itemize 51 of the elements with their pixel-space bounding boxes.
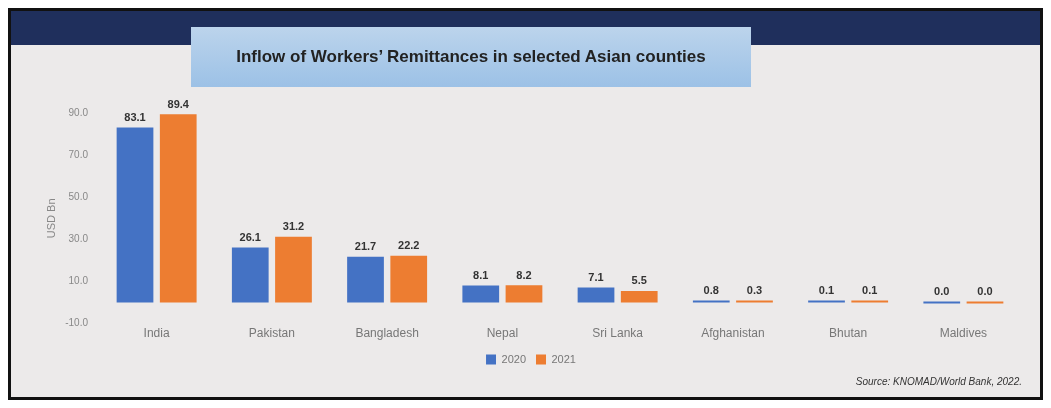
data-label: 0.1 (862, 284, 878, 297)
y-tick-label: 10.0 (68, 275, 89, 287)
data-label: 83.1 (124, 111, 146, 124)
data-label: 8.1 (473, 269, 489, 282)
data-label: 5.5 (631, 274, 647, 287)
x-tick-label: Bangladesh (355, 326, 419, 341)
data-label: 0.0 (934, 285, 950, 298)
data-label: 89.4 (167, 97, 190, 110)
legend-label: 2020 (501, 352, 527, 365)
bar (966, 301, 1004, 304)
y-tick-label: -10.0 (65, 317, 89, 329)
bar (275, 236, 312, 303)
bar (390, 255, 428, 303)
x-tick-label: Sri Lanka (592, 326, 644, 341)
y-axis-title: USD Bn (44, 198, 57, 239)
bar (462, 285, 500, 303)
x-tick-label: Nepal (486, 326, 519, 341)
x-tick-label: Maldives (939, 326, 988, 341)
source-note: Source: KNOMAD/World Bank, 2022. (855, 376, 1022, 387)
x-tick-label: Pakistan (248, 326, 295, 341)
data-label: 0.3 (746, 284, 763, 297)
data-label: 26.1 (239, 231, 261, 244)
y-tick-label: 70.0 (68, 148, 89, 160)
y-tick-label: 90.0 (68, 106, 89, 118)
bar (692, 300, 730, 303)
y-tick-label: 30.0 (68, 233, 89, 245)
data-label: 21.7 (354, 240, 377, 253)
legend-label: 2021 (551, 352, 576, 365)
x-tick-label: Afghanistan (701, 326, 765, 341)
chart-title: Inflow of Workers’ Remittances in selected Asian counties (191, 27, 751, 87)
data-label: 0.1 (818, 284, 835, 297)
data-label: 0.0 (977, 285, 993, 298)
data-label: 8.2 (516, 268, 532, 281)
bar (736, 300, 773, 303)
bar (231, 247, 269, 303)
data-label: 0.8 (703, 284, 719, 297)
bar (159, 114, 197, 303)
bar (620, 290, 658, 303)
y-tick-label: 50.0 (68, 190, 89, 202)
bar (808, 300, 845, 303)
bar (851, 300, 889, 303)
bar (577, 287, 615, 303)
bar (347, 256, 384, 303)
x-tick-label: India (143, 326, 170, 341)
data-label: 31.2 (282, 220, 305, 233)
bar (505, 285, 543, 303)
data-label: 22.2 (398, 239, 420, 252)
bar (116, 127, 154, 303)
x-tick-label: Bhutan (829, 326, 868, 341)
data-label: 7.1 (588, 271, 604, 284)
bar (923, 301, 961, 304)
